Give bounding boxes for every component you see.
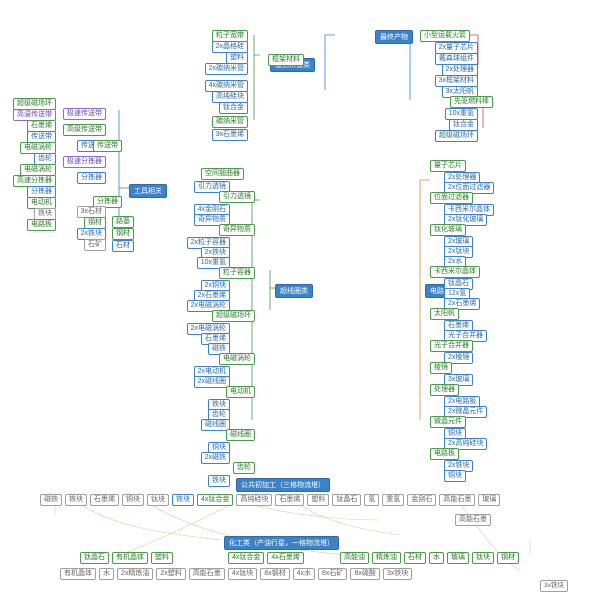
node: 2x磁线圈: [194, 376, 230, 388]
hdr-final: 最终产物: [375, 30, 413, 44]
bottom-row-3: 有机晶体水2x精炼油2x塑料高能石墨4x钛块8x钢材 4x水8x石矿8x硫酸 3x铁…: [60, 568, 412, 580]
node: 碳纳米管: [212, 116, 248, 128]
node: 3x石墨烯: [212, 129, 248, 141]
node: 石墨烯: [90, 494, 119, 506]
node: 石材: [404, 552, 426, 564]
bottom-row-2a: 钛晶石有机晶体塑料: [80, 552, 173, 564]
node: 卡西米尔晶体: [430, 266, 480, 278]
node: 粒子容器: [219, 267, 255, 279]
node: 石墨烯: [275, 494, 304, 506]
node: 铜块: [444, 470, 466, 482]
node: 高纯硅块: [236, 494, 272, 506]
node: 玻璃: [447, 552, 469, 564]
node: 框架材料: [268, 54, 304, 66]
node: 8x硫酸: [350, 568, 379, 580]
hdr-pub: 公共初加工（三格物流塔）: [236, 478, 330, 492]
node: 高级传送带: [63, 124, 106, 136]
node: 微晶元件: [430, 416, 466, 428]
hdr-chem: 化工类（产油行星，一格物流塔）: [224, 536, 339, 550]
node: 传送带: [93, 140, 122, 152]
node: 电路板: [27, 219, 56, 231]
node: 金刚石: [407, 494, 436, 506]
hdr-tools: 工具相关: [129, 184, 167, 198]
node: 引力透镜: [219, 191, 255, 203]
node: 钛晶石: [80, 552, 109, 564]
node: 塑料: [151, 552, 173, 564]
node: 重氢: [382, 494, 404, 506]
node: 极速传送带: [63, 108, 106, 120]
bottom-iron-3x: 3x铁块: [540, 580, 568, 592]
node: 齿轮: [233, 462, 255, 474]
node: 铜块: [122, 494, 144, 506]
node: 2x碳纳米管: [205, 63, 248, 75]
node: 有机晶体: [60, 568, 96, 580]
node: 高能石墨: [439, 494, 475, 506]
node: 磁线圈: [226, 429, 255, 441]
node: 先驱燃料棒: [450, 96, 493, 108]
node: 4x钛合金: [197, 494, 233, 506]
node: 钛化玻璃: [430, 224, 466, 236]
node: 钛晶石: [332, 494, 361, 506]
node: 水: [429, 552, 444, 564]
node: 钢材: [112, 228, 134, 240]
node: 空间翘曲器: [201, 168, 244, 180]
node: 4x水: [293, 568, 315, 580]
node: 2x磁铁: [201, 452, 230, 464]
node: 电磁涡轮: [219, 353, 255, 365]
node: 4x钛块: [228, 568, 257, 580]
node: 钛合金: [219, 102, 248, 114]
node: 高能油: [340, 552, 369, 564]
node: 2x塑料: [156, 568, 185, 580]
node: 石矿: [84, 239, 106, 251]
node: 塑料: [307, 494, 329, 506]
node: 玻璃: [478, 494, 500, 506]
bottom-row-2b: 4x钛合金4x石墨烯: [228, 552, 304, 564]
node: 钛块: [472, 552, 494, 564]
node: 电路板: [430, 448, 459, 460]
node: 水: [99, 568, 114, 580]
node: 超级磁场环: [435, 130, 478, 142]
node: 磁铁: [40, 494, 62, 506]
node: 钢材: [497, 552, 519, 564]
node: 4x石墨烯: [267, 552, 303, 564]
node: 光子合并器: [430, 340, 473, 352]
bottom-row-2c: 高能油精炼油石材水玻璃钛块钢材: [340, 552, 519, 564]
node: 2x精炼油: [117, 568, 153, 580]
node: 电动机: [226, 386, 255, 398]
node: 路基: [112, 216, 134, 228]
node: 量子芯片: [430, 160, 466, 172]
node: 极速分拣器: [63, 156, 106, 168]
node: 铁块: [208, 475, 230, 487]
node: 4x钛合金: [228, 552, 264, 564]
node: 8x钢材: [260, 568, 289, 580]
node: 石材: [112, 240, 134, 252]
node: 8x石矿: [318, 568, 347, 580]
node: 有机晶体: [112, 552, 148, 564]
node: 分拣器: [77, 172, 106, 184]
node: 精炼油: [372, 552, 401, 564]
node: 棱镜: [430, 362, 452, 374]
node: 氢: [364, 494, 379, 506]
node: 3x铁块: [383, 568, 412, 580]
node: 位面过滤器: [430, 192, 473, 204]
node: 高能石墨: [189, 568, 225, 580]
bottom-row-1: 磁铁铁块石墨烯铜块钛块铁块4x钛合金高纯硅块石墨烯塑料钛晶石氢重氢金刚石高能石墨…: [40, 494, 500, 506]
node: 钛块: [147, 494, 169, 506]
hdr-coil: 超线圈类: [275, 284, 313, 298]
node: 奇异物质: [219, 224, 255, 236]
node: 铁块: [172, 494, 194, 506]
bottom-graphite: 高能石墨: [455, 514, 491, 526]
node: 超级磁场环: [212, 310, 255, 322]
node: 铁块: [65, 494, 87, 506]
node: 处理器: [430, 384, 459, 396]
node: 小型运载火箭: [420, 30, 470, 42]
node: 太阳帆: [430, 308, 459, 320]
